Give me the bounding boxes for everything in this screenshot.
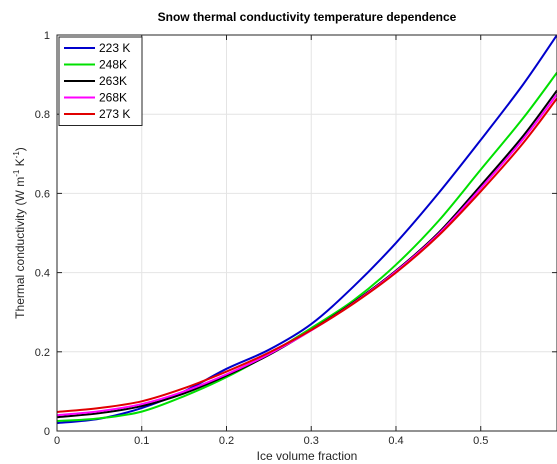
y-tick-label: 0.6 bbox=[35, 188, 50, 200]
x-tick-label: 0.5 bbox=[473, 435, 488, 447]
legend-label-3: 263K bbox=[99, 74, 127, 88]
chart-title: Snow thermal conductivity temperature de… bbox=[158, 10, 457, 24]
x-tick-label: 0 bbox=[54, 435, 60, 447]
axes bbox=[56, 34, 557, 432]
x-tick-label: 0.3 bbox=[304, 435, 319, 447]
series-group bbox=[57, 35, 557, 425]
y-axis-label-exp1: -1 bbox=[12, 169, 21, 177]
legend-label-4: 268K bbox=[99, 91, 127, 105]
x-tick-label: 0.4 bbox=[388, 435, 403, 447]
y-axis-label: Thermal conductivity (W m-1 K-1) bbox=[12, 147, 27, 319]
series-line-2 bbox=[57, 72, 557, 423]
legend-label-2: 248K bbox=[99, 58, 127, 72]
y-axis-label-main: Thermal conductivity (W m bbox=[13, 177, 27, 319]
y-axis-label-end: ) bbox=[13, 147, 27, 151]
series-line-5 bbox=[57, 97, 557, 413]
legend-label-5: 273 K bbox=[99, 107, 130, 121]
tick-labels: 0 0.1 0.2 0.3 0.4 0.5 0 0.2 0.4 0.6 0.8 1 bbox=[35, 30, 489, 447]
y-tick-label: 0.8 bbox=[35, 109, 50, 121]
y-axis-label-exp2: -1 bbox=[12, 151, 21, 159]
y-tick-label: 0.2 bbox=[35, 347, 50, 359]
series-line-1 bbox=[57, 35, 557, 425]
legend: 223 K 248K 263K 268K 273 K bbox=[58, 36, 143, 126]
x-tick-label: 0.2 bbox=[219, 435, 234, 447]
legend-label-1: 223 K bbox=[99, 41, 130, 55]
x-tick-label: 0.1 bbox=[134, 435, 149, 447]
x-axis-label: Ice volume fraction bbox=[257, 449, 358, 463]
y-tick-label: 0.4 bbox=[35, 268, 50, 280]
y-axis-label-mid: K bbox=[13, 158, 27, 169]
y-tick-label: 1 bbox=[44, 30, 50, 42]
y-tick-label: 0 bbox=[44, 426, 50, 438]
axes-box bbox=[56, 34, 557, 432]
legend-box bbox=[58, 36, 143, 126]
